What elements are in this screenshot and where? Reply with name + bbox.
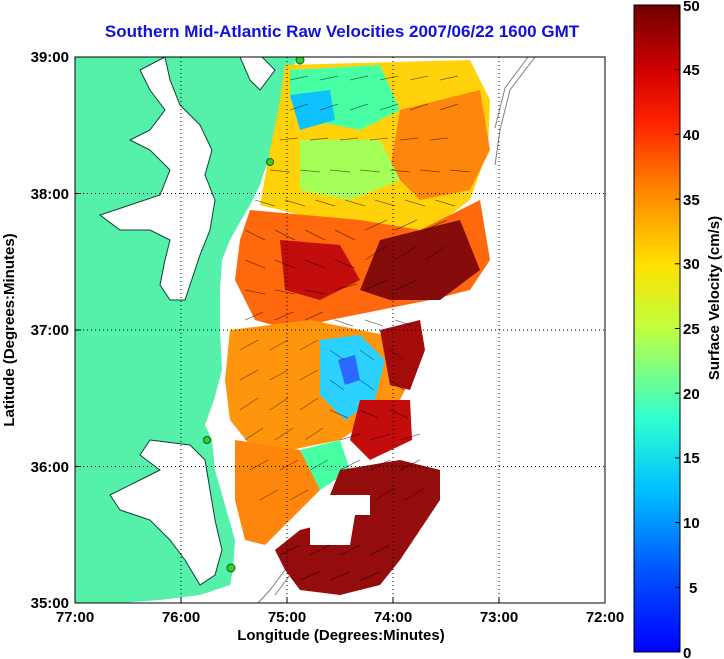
chart-title: Southern Mid-Atlantic Raw Velocities 200… (104, 22, 580, 41)
lon-tick-label: 76:00 (162, 609, 200, 626)
radar-stations (203, 56, 305, 573)
latitude-tick-labels: 39:00 38:00 37:00 36:00 35:00 (31, 49, 69, 612)
pamlico-sound (109, 439, 223, 586)
colorbar-tick-label: 50 (683, 0, 700, 15)
colorbar-tick-label: 25 (683, 321, 700, 338)
map-grid (75, 57, 605, 603)
bathymetry-contours (257, 57, 536, 603)
axis-ticks (74, 56, 606, 604)
colorbar-tick-label: 45 (683, 62, 700, 79)
colorbar-label: Surface Velocity (cm/s) (706, 216, 723, 380)
lat-tick-label: 39:00 (31, 49, 69, 66)
lon-tick-label: 74:00 (374, 609, 412, 626)
colorbar-ticks (675, 4, 680, 653)
colorbar (633, 4, 681, 653)
lat-tick-label: 36:00 (31, 459, 69, 476)
y-axis-label: Latitude (Degrees:Minutes) (1, 233, 18, 426)
colorbar-tick-label: 30 (683, 256, 700, 273)
lon-tick-label: 75:00 (268, 609, 306, 626)
colorbar-tick-label: 20 (683, 386, 700, 403)
longitude-tick-labels: 77:00 76:00 75:00 74:00 73:00 72:00 (56, 609, 624, 626)
colorbar-tick-label: 35 (683, 192, 700, 209)
velocity-vectors (239, 75, 471, 581)
lon-tick-label: 72:00 (586, 609, 624, 626)
colorbar-tick-label: 40 (683, 127, 700, 144)
delaware-bay (239, 57, 276, 91)
radar-station-marker[interactable] (295, 56, 305, 65)
colorbar-tick-label: 15 (683, 450, 700, 467)
velocity-field (225, 60, 490, 595)
lon-tick-label: 73:00 (480, 609, 518, 626)
x-axis-label: Longitude (Degrees:Minutes) (237, 627, 445, 644)
radar-station-marker[interactable] (226, 563, 236, 573)
land-mass (75, 57, 296, 603)
lat-tick-label: 35:00 (31, 595, 69, 612)
radar-station-marker[interactable] (203, 436, 211, 444)
colorbar-tick-label: 10 (683, 515, 700, 532)
colorbar-tick-label: 5 (689, 580, 697, 597)
colorbar-tick-label: 0 (683, 645, 691, 659)
lat-tick-label: 37:00 (31, 322, 69, 339)
lon-tick-label: 77:00 (56, 609, 94, 626)
lat-tick-label: 38:00 (31, 186, 69, 203)
radar-station-marker[interactable] (266, 158, 274, 166)
chesapeake-bay (98, 57, 216, 301)
colorbar-tick-labels: 50 45 40 35 30 25 20 15 10 5 0 (683, 0, 700, 659)
